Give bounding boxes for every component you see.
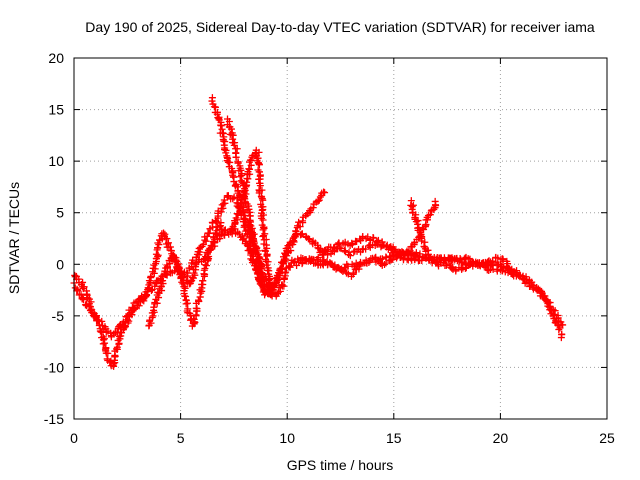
data-point bbox=[183, 300, 190, 307]
data-point bbox=[221, 146, 228, 153]
data-point bbox=[150, 304, 157, 311]
data-point bbox=[287, 264, 294, 271]
sdtvar-chart: Day 190 of 2025, Sidereal Day-to-day VTE… bbox=[0, 0, 640, 480]
y-axis-label: SDTVAR / TECUs bbox=[6, 182, 22, 294]
y-tick-label: -15 bbox=[44, 411, 64, 427]
x-tick-label: 15 bbox=[386, 430, 402, 446]
series-trace-2 bbox=[71, 188, 328, 369]
data-point bbox=[347, 252, 354, 259]
plot-frame bbox=[74, 58, 607, 419]
x-tick-label: 25 bbox=[599, 430, 615, 446]
x-tick-label: 0 bbox=[70, 430, 78, 446]
x-tick-label: 10 bbox=[279, 430, 295, 446]
data-point bbox=[155, 252, 162, 259]
y-tick-label: 10 bbox=[48, 153, 64, 169]
chart-title: Day 190 of 2025, Sidereal Day-to-day VTE… bbox=[85, 19, 595, 35]
y-tick-label: 0 bbox=[56, 256, 64, 272]
data-point bbox=[432, 198, 439, 205]
y-tick-label: 20 bbox=[48, 50, 64, 66]
data-point bbox=[199, 277, 206, 284]
y-tick-label: -5 bbox=[52, 308, 65, 324]
grid bbox=[74, 58, 607, 419]
y-tick-label: 5 bbox=[56, 205, 64, 221]
data-points bbox=[71, 94, 567, 370]
y-tick-label: 15 bbox=[48, 102, 64, 118]
x-axis-label: GPS time / hours bbox=[287, 457, 394, 473]
x-tick-label: 5 bbox=[177, 430, 185, 446]
y-tick-label: -10 bbox=[44, 359, 64, 375]
x-tick-label: 20 bbox=[493, 430, 509, 446]
